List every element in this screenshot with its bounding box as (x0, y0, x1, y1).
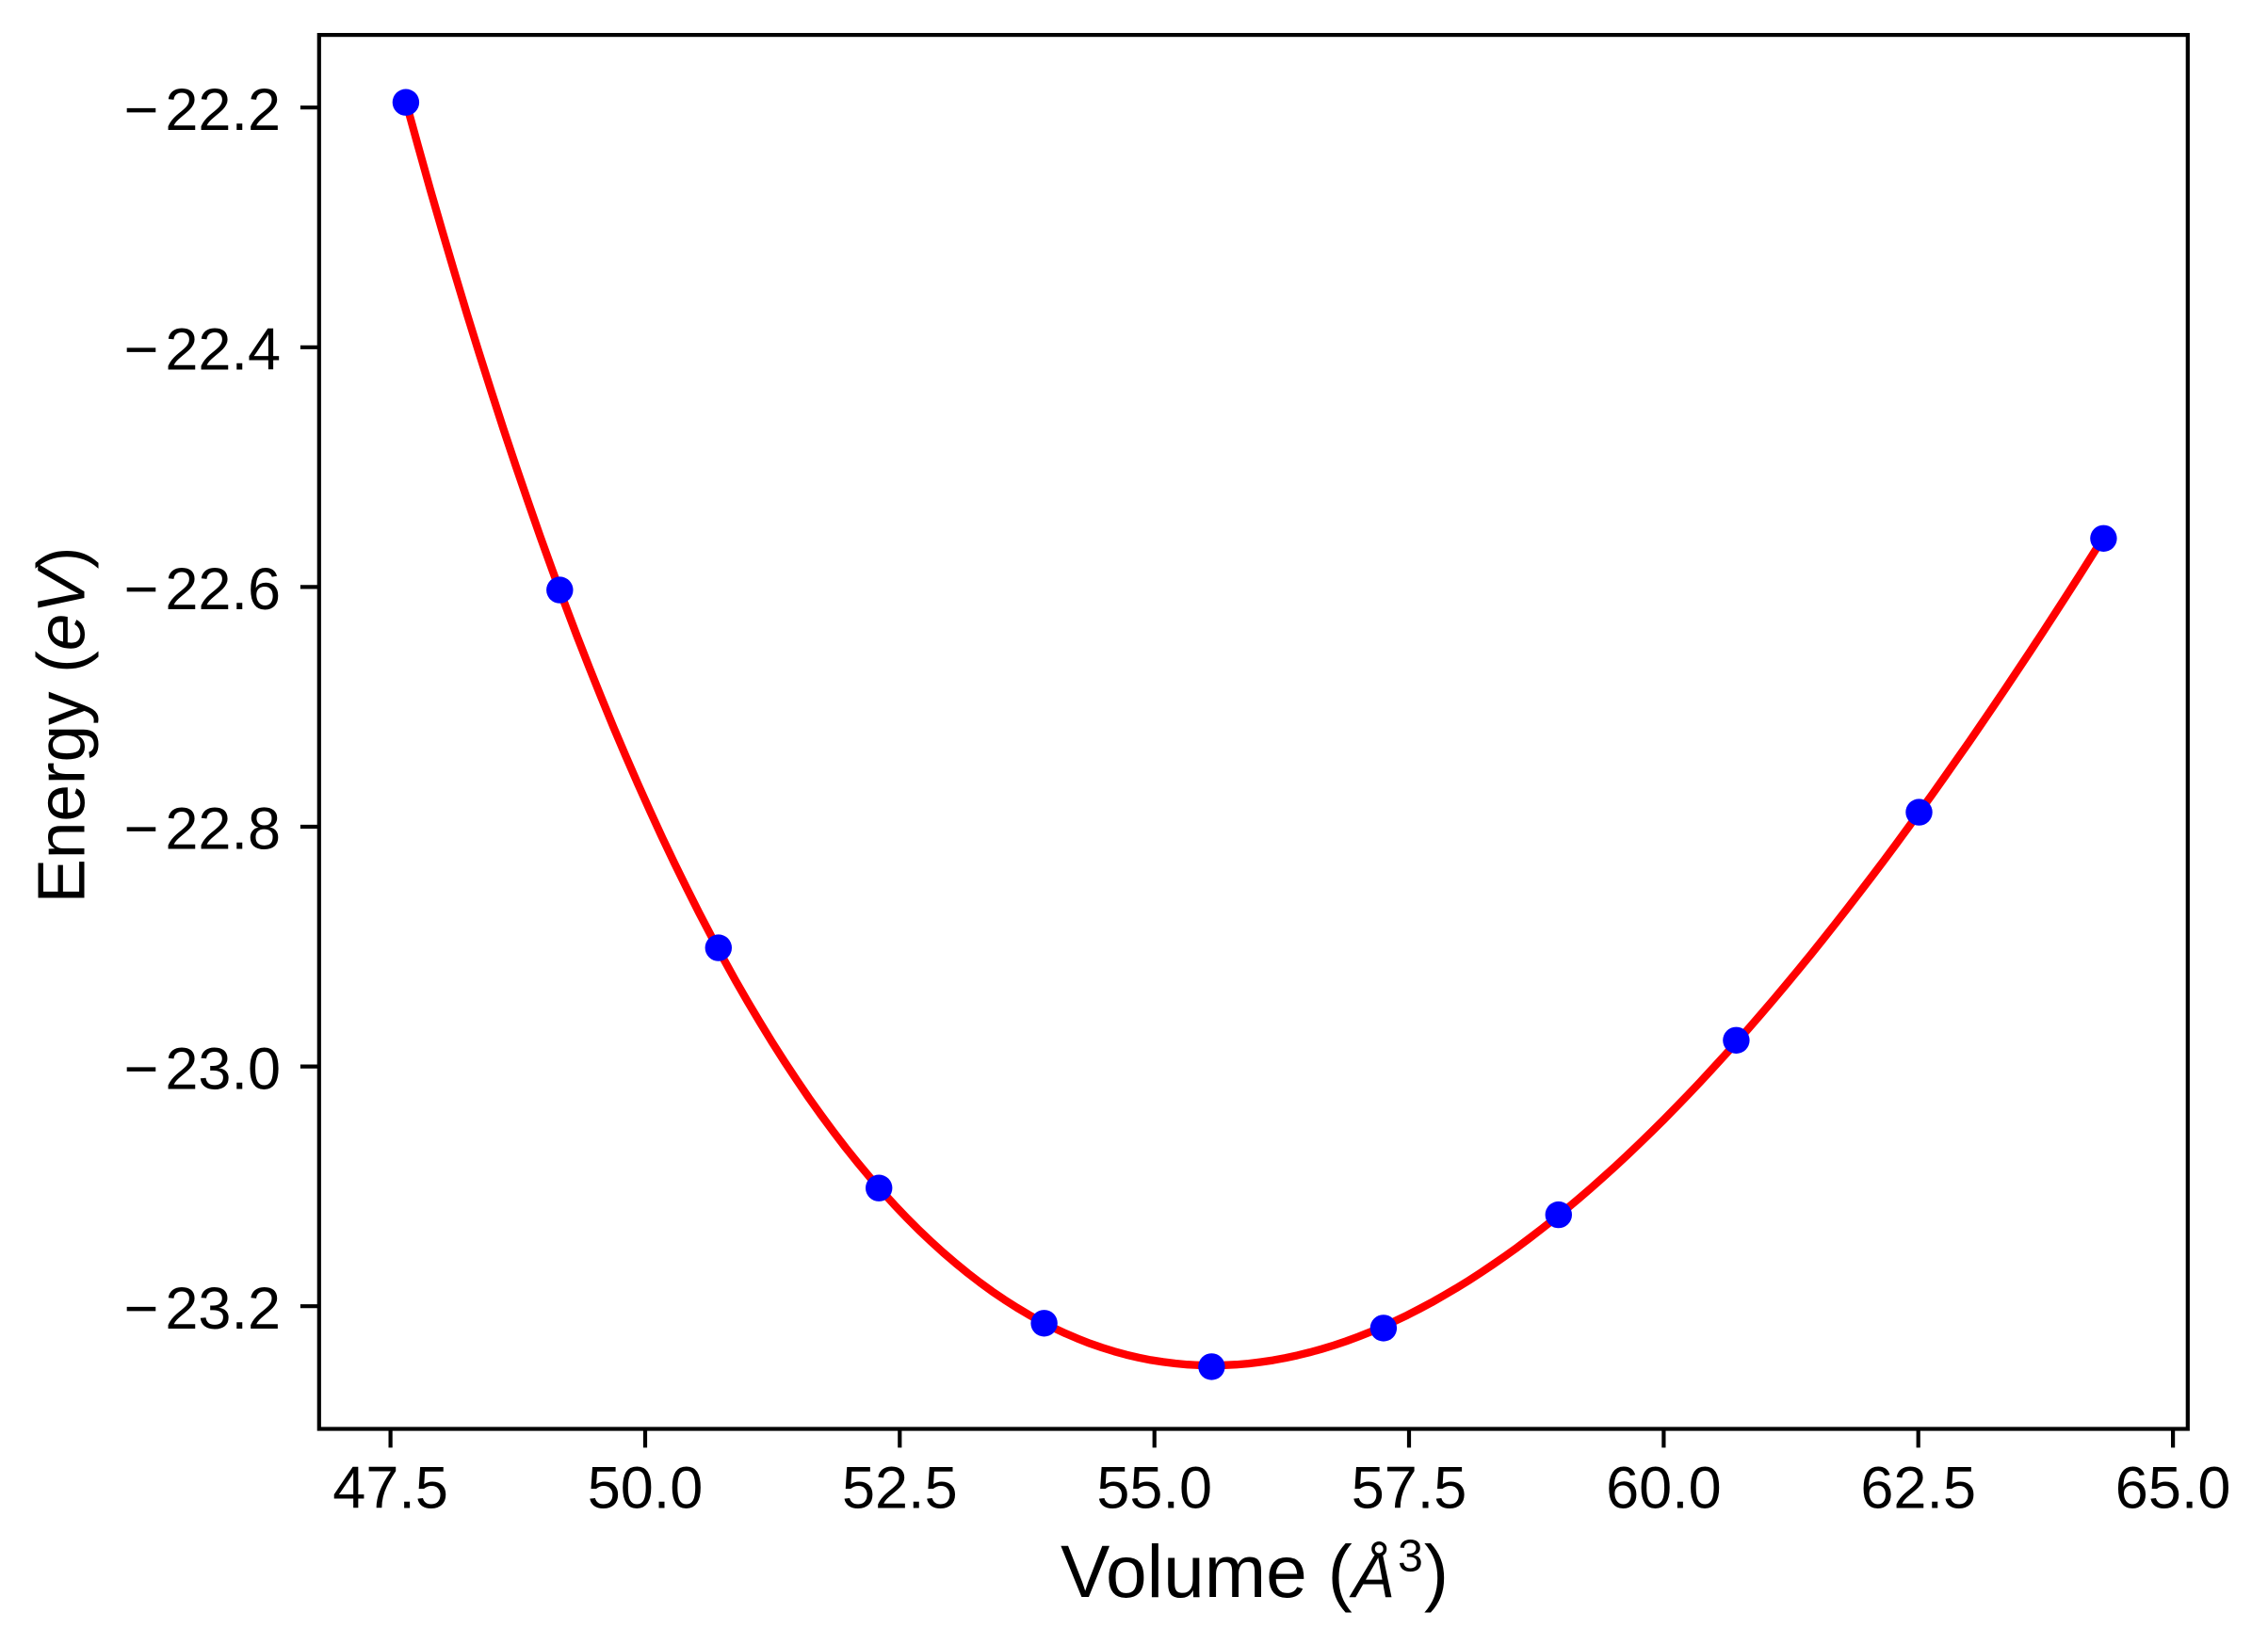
svg-text:−22.4: −22.4 (124, 317, 281, 383)
svg-text:52.5: 52.5 (842, 1456, 958, 1522)
svg-text:−23.0: −23.0 (124, 1036, 281, 1102)
svg-text:Volume (Å3): Volume (Å3) (1061, 1530, 1449, 1613)
svg-text:62.5: 62.5 (1860, 1456, 1976, 1522)
svg-text:−22.8: −22.8 (124, 797, 281, 863)
svg-text:60.0: 60.0 (1606, 1456, 1722, 1522)
svg-text:−22.6: −22.6 (124, 556, 281, 622)
svg-text:Energy (eV): Energy (eV) (25, 547, 100, 904)
svg-text:−23.2: −23.2 (124, 1276, 281, 1342)
svg-text:57.5: 57.5 (1352, 1456, 1467, 1522)
svg-text:55.0: 55.0 (1096, 1456, 1212, 1522)
svg-text:−22.2: −22.2 (124, 77, 281, 143)
svg-text:65.0: 65.0 (2115, 1456, 2231, 1522)
svg-text:47.5: 47.5 (332, 1456, 448, 1522)
svg-text:50.0: 50.0 (588, 1456, 704, 1522)
